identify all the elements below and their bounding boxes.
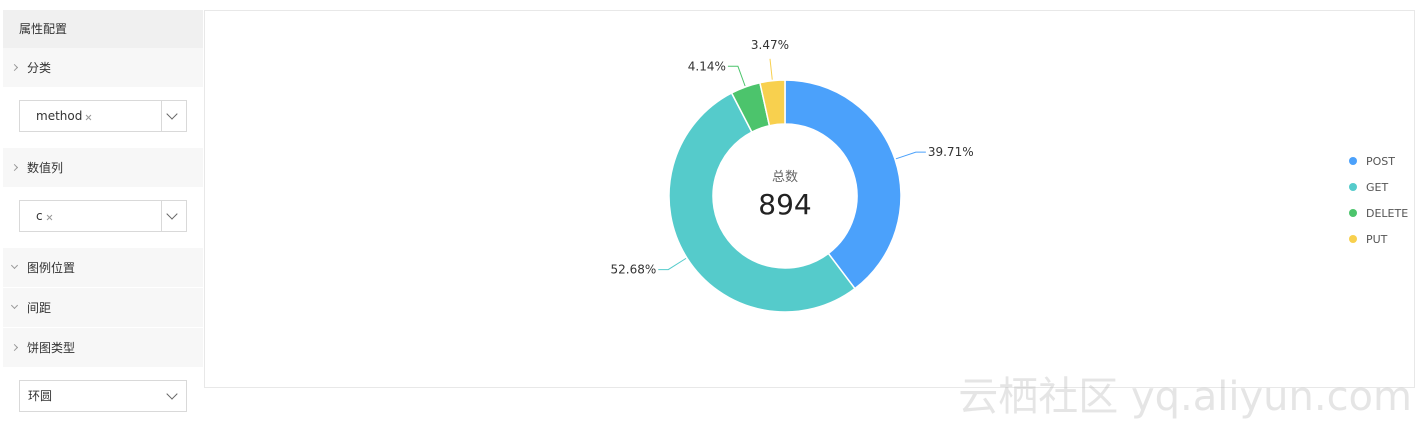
leader-line bbox=[658, 257, 687, 271]
tag-label: method bbox=[36, 109, 83, 123]
legend-label: POST bbox=[1366, 155, 1395, 168]
data-label: 39.71% bbox=[928, 145, 974, 159]
sidebar: 属性配置 分类 method 数值列 c 图例位置 间距 饼图类型 环圆 bbox=[3, 10, 203, 428]
tag-label: c bbox=[36, 209, 43, 223]
section-label: 分类 bbox=[27, 61, 52, 75]
chart-panel bbox=[204, 10, 1415, 388]
select[interactable]: 环圆 bbox=[19, 380, 187, 412]
section-label: 数值列 bbox=[27, 161, 64, 175]
section-header[interactable]: 数值列 bbox=[3, 148, 203, 188]
pie-slice bbox=[668, 91, 856, 313]
section-header[interactable]: 间距 bbox=[3, 288, 203, 328]
data-label: 52.68% bbox=[610, 263, 656, 277]
section-label: 图例位置 bbox=[27, 261, 76, 275]
legend-label: GET bbox=[1366, 181, 1388, 194]
sidebar-title: 属性配置 bbox=[3, 10, 203, 48]
legend-label: PUT bbox=[1366, 233, 1388, 246]
pie-slice bbox=[759, 79, 786, 127]
leader-line bbox=[769, 58, 773, 80]
section-label: 间距 bbox=[27, 301, 52, 315]
leader-line bbox=[727, 65, 746, 87]
legend-label: DELETE bbox=[1366, 207, 1408, 220]
legend-marker bbox=[1349, 235, 1357, 243]
legend-marker bbox=[1349, 183, 1357, 191]
center-value: 894 bbox=[758, 188, 811, 221]
pie-slice bbox=[784, 79, 902, 290]
tag: method bbox=[32, 109, 95, 123]
section-header[interactable]: 饼图类型 bbox=[3, 328, 203, 368]
section-label: 饼图类型 bbox=[27, 341, 76, 355]
legend-marker bbox=[1349, 157, 1357, 165]
multi-select[interactable]: method bbox=[19, 100, 187, 132]
section-header[interactable]: 分类 bbox=[3, 48, 203, 88]
tag: c bbox=[32, 209, 56, 223]
data-label: 4.14% bbox=[688, 59, 726, 73]
center-label: 总数 bbox=[772, 170, 798, 185]
legend-marker bbox=[1349, 209, 1357, 217]
leader-line bbox=[895, 151, 926, 160]
multi-select[interactable]: c bbox=[19, 200, 187, 232]
select-value: 环圆 bbox=[28, 389, 53, 403]
data-label: 3.47% bbox=[751, 38, 789, 52]
watermark: 云栖社区 yq.aliyun.com bbox=[958, 374, 1412, 420]
